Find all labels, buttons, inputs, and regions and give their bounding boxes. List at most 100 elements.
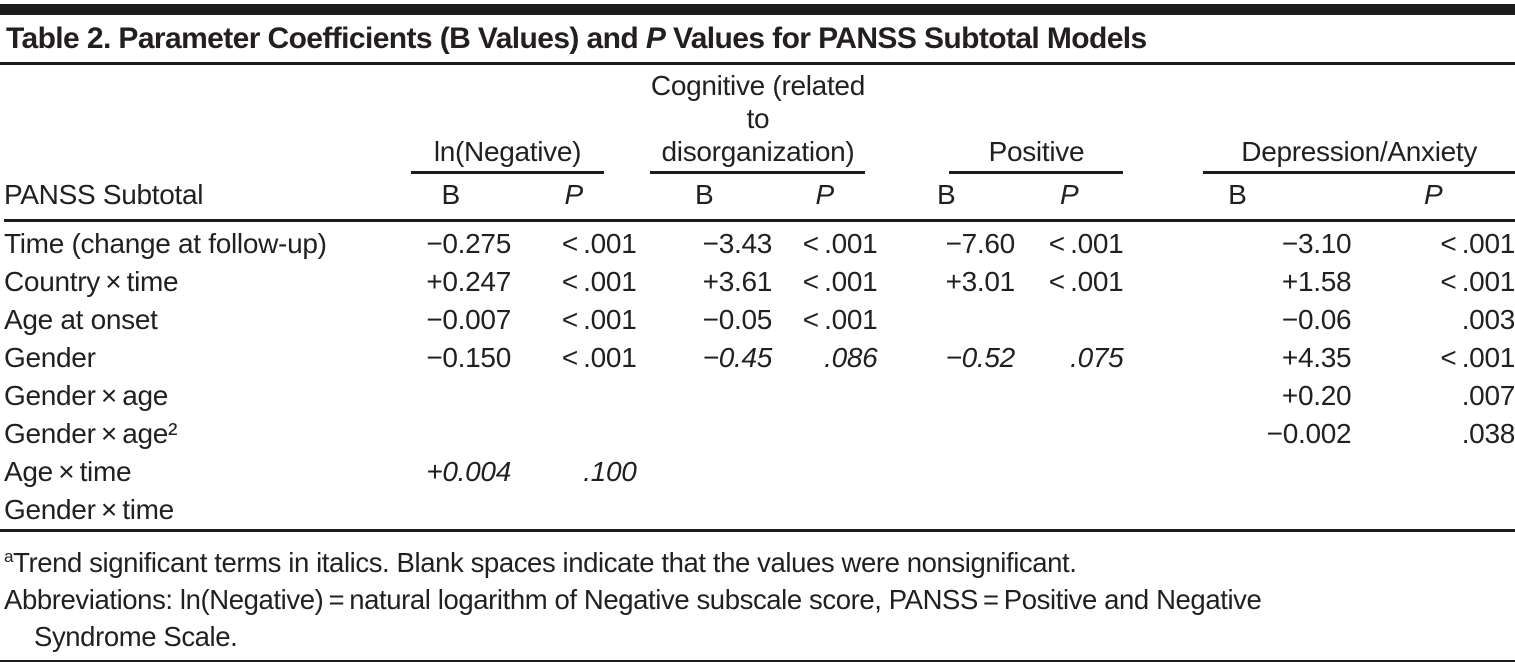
- group-label: Positive: [949, 135, 1124, 174]
- b-value-cell: +0.004: [426, 456, 511, 487]
- row-label: Gender × age²: [4, 418, 178, 449]
- col-header-p: P: [1351, 174, 1515, 222]
- p-value-cell: [1015, 415, 1123, 453]
- p-value-cell: .086: [824, 342, 878, 373]
- column-header-row: PANSS Subtotal B P B P B P B P: [4, 174, 1515, 222]
- b-value-cell: [636, 491, 772, 529]
- stub-spacer: [4, 65, 391, 174]
- b-value-cell: [877, 415, 1015, 453]
- b-value-cell: [1123, 453, 1351, 491]
- b-value-cell: +4.35: [1281, 342, 1352, 373]
- b-value-cell: −7.60: [945, 228, 1016, 259]
- table-body: Time (change at follow-up) −0.275 < .001 −3…: [4, 221, 1515, 530]
- b-value-cell: [1123, 491, 1351, 529]
- group-header-ln-negative: ln(Negative): [391, 65, 637, 174]
- col-header-b: B: [390, 174, 511, 222]
- p-value-cell: [1015, 453, 1123, 491]
- b-value-cell: −0.007: [426, 304, 511, 335]
- b-value-cell: [636, 415, 772, 453]
- stub-header: PANSS Subtotal: [4, 174, 391, 222]
- row-label: Age at onset: [4, 304, 158, 335]
- group-header-cognitive: Cognitive (related to disorganization): [636, 65, 877, 174]
- p-value-cell: .038: [1461, 418, 1515, 449]
- col-header-b: B: [1123, 174, 1352, 222]
- b-value-cell: −0.275: [426, 228, 511, 259]
- p-value-cell: [511, 491, 637, 529]
- b-value-cell: +3.61: [702, 266, 773, 297]
- b-value-cell: +1.58: [1281, 266, 1352, 297]
- group-label: Depression/Anxiety: [1203, 135, 1515, 174]
- row-label: Gender × time: [4, 494, 174, 525]
- p-value-cell: < .001: [1048, 266, 1124, 297]
- row-label: Time (change at follow-up): [4, 228, 327, 259]
- title-prefix: Table 2. Parameter Coefficients (B Value…: [6, 22, 646, 55]
- p-value-cell: [772, 453, 877, 491]
- group-label: ln(Negative): [410, 135, 605, 174]
- title-suffix: Values for PANSS Subtotal Models: [665, 22, 1147, 55]
- b-value-cell: [877, 453, 1015, 491]
- b-value-cell: [877, 491, 1015, 529]
- p-value-cell: < .001: [561, 342, 637, 373]
- p-value-cell: < .001: [802, 228, 878, 259]
- b-value-cell: [877, 301, 1015, 339]
- group-header-positive: Positive: [877, 65, 1124, 174]
- p-value-cell: < .001: [561, 266, 637, 297]
- p-value-cell: < .001: [561, 304, 637, 335]
- footnote-marker: a: [4, 547, 14, 566]
- col-header-b: B: [636, 174, 773, 222]
- footnote-text: Trend significant terms in italics. Blan…: [13, 547, 1077, 579]
- b-value-cell: +0.20: [1281, 380, 1352, 411]
- row-label: Country × time: [4, 266, 179, 297]
- footnotes: aTrend significant terms in italics. Bla…: [0, 532, 1515, 655]
- b-value-cell: −3.43: [702, 228, 773, 259]
- title-divider-rule: [0, 62, 1515, 65]
- b-value-cell: −3.10: [1281, 228, 1352, 259]
- p-value-cell: [772, 491, 877, 529]
- p-value-cell: [511, 377, 637, 415]
- p-value-cell: < .001: [802, 266, 878, 297]
- b-value-cell: [391, 377, 511, 415]
- b-value-cell: [391, 415, 511, 453]
- p-value-cell: [511, 415, 637, 453]
- col-header-p: P: [772, 174, 878, 222]
- p-value-cell: [1015, 301, 1123, 339]
- p-value-cell: [772, 415, 877, 453]
- col-header-p: P: [1014, 174, 1124, 222]
- b-value-cell: +3.01: [945, 266, 1016, 297]
- p-value-cell: [1015, 491, 1123, 529]
- b-value-cell: +0.247: [426, 266, 511, 297]
- footnote-trend: aTrend significant terms in italics. Bla…: [4, 538, 1511, 581]
- table-row: Time (change at follow-up) −0.275 < .001 −3…: [4, 221, 1515, 264]
- b-value-cell: −0.45: [702, 342, 773, 373]
- panss-subtotal-table: ln(Negative) Cognitive (related to disor…: [4, 65, 1515, 529]
- table-title: Table 2. Parameter Coefficients (B Value…: [0, 15, 1515, 62]
- table-row: Gender × age² −0.002 .038: [4, 415, 1515, 453]
- col-header-p: P: [510, 174, 637, 222]
- p-value-cell: < .001: [1440, 342, 1515, 373]
- row-label: Gender × age: [4, 380, 169, 411]
- footnote-abbreviations-line1: Abbreviations: ln(Negative) = natural lo…: [4, 584, 1262, 616]
- table-row: Age × time +0.004 .100: [4, 453, 1515, 491]
- p-value-cell: [1351, 453, 1515, 491]
- b-value-cell: [391, 491, 511, 529]
- footnote-abbreviations-line2: Syndrome Scale.: [34, 621, 238, 653]
- p-value-cell: < .001: [802, 304, 878, 335]
- top-heavy-rule: [0, 4, 1515, 15]
- b-value-cell: −0.05: [702, 304, 773, 335]
- p-value-cell: [1351, 491, 1515, 529]
- body-footer-rule: [0, 529, 1515, 532]
- p-value-cell: .100: [583, 456, 637, 487]
- group-header-depression-anxiety: Depression/Anxiety: [1123, 65, 1515, 174]
- group-label: Cognitive (related to disorganization): [650, 69, 866, 174]
- p-value-cell: .003: [1461, 304, 1515, 335]
- p-value-cell: [1015, 377, 1123, 415]
- p-value-cell: .075: [1070, 342, 1124, 373]
- b-value-cell: −0.06: [1281, 304, 1352, 335]
- p-value-cell: .007: [1461, 380, 1515, 411]
- row-label: Gender: [4, 342, 96, 373]
- b-value-cell: [636, 453, 772, 491]
- p-value-cell: [772, 377, 877, 415]
- title-italic-p: P: [645, 22, 666, 55]
- col-header-b: B: [877, 174, 1015, 222]
- table-row: Country × time +0.247 < .001 +3.61 < .001 +3.…: [4, 263, 1515, 301]
